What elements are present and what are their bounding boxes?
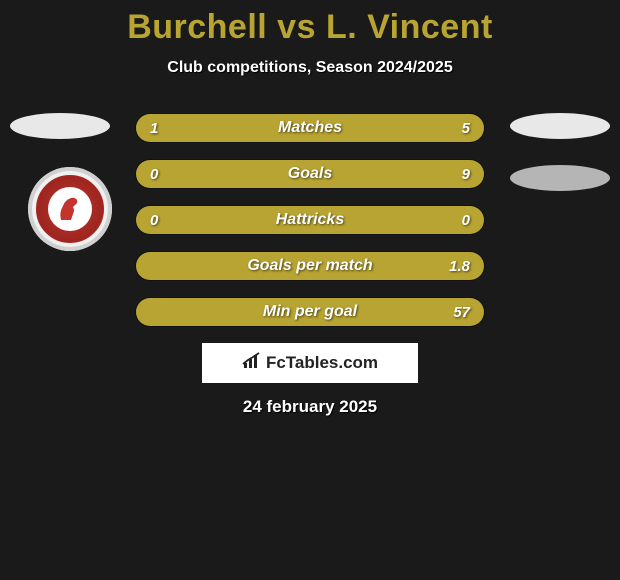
club-right-placeholder (510, 165, 610, 191)
stat-value-right: 9 (462, 166, 470, 183)
player-right-placeholder (510, 113, 610, 139)
stat-row-goals: 0 Goals 9 (135, 159, 485, 189)
brand-box: FcTables.com (202, 343, 418, 383)
brand-text: FcTables.com (242, 352, 378, 375)
stat-label: Goals per match (136, 257, 484, 275)
horse-icon (53, 192, 87, 226)
page-title: Burchell vs L. Vincent (0, 8, 620, 47)
stat-row-hattricks: 0 Hattricks 0 (135, 205, 485, 235)
stat-value-right: 57 (453, 304, 470, 321)
comparison-card: Burchell vs L. Vincent Club competitions… (0, 0, 620, 417)
club-badge-left (28, 167, 112, 251)
stat-rows: 1 Matches 5 0 Goals 9 0 Hattricks 0 (135, 113, 485, 327)
stat-row-matches: 1 Matches 5 (135, 113, 485, 143)
stat-label: Matches (136, 119, 484, 137)
stat-row-gpm: Goals per match 1.8 (135, 251, 485, 281)
stat-label: Hattricks (136, 211, 484, 229)
stats-area: 1 Matches 5 0 Goals 9 0 Hattricks 0 (0, 113, 620, 327)
badge-ring (36, 175, 104, 243)
player-left-placeholder (10, 113, 110, 139)
stat-label: Min per goal (136, 303, 484, 321)
date-text: 24 february 2025 (0, 397, 620, 417)
subtitle: Club competitions, Season 2024/2025 (0, 59, 620, 77)
stat-value-right: 1.8 (449, 258, 470, 275)
stat-value-right: 0 (462, 212, 470, 229)
badge-center-icon (48, 187, 92, 231)
chart-icon (242, 352, 262, 375)
stat-value-right: 5 (462, 120, 470, 137)
stat-label: Goals (136, 165, 484, 183)
brand-label: FcTables.com (266, 353, 378, 373)
stat-row-mpg: Min per goal 57 (135, 297, 485, 327)
